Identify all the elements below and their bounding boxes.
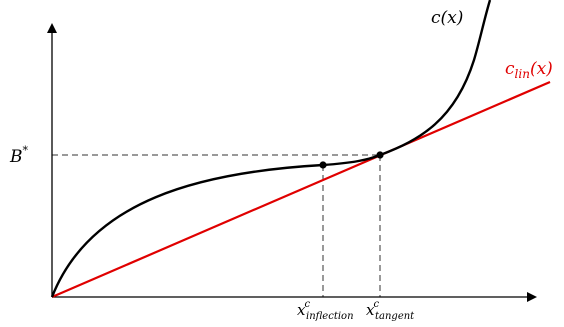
inflection-point [319, 161, 327, 169]
x-inflection-label: xc inflection [297, 299, 354, 322]
tangent-point [376, 151, 384, 159]
cost-curve [50, 0, 492, 298]
linear-line-label: clin(x) [505, 59, 553, 81]
curve-label: c(x) [431, 8, 463, 28]
x-tangent-label: xc tangent [366, 299, 415, 322]
linear-cost-line [51, 80, 551, 299]
b-star-label: B* [9, 144, 29, 167]
